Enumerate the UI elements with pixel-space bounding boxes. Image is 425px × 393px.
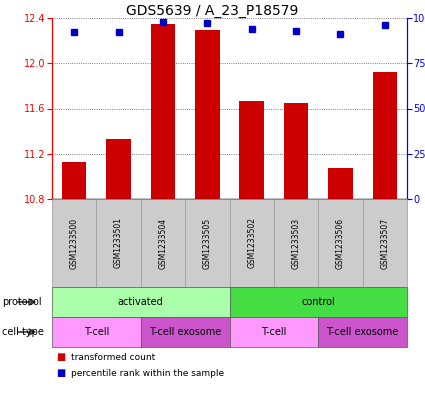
Text: GSM1233506: GSM1233506 [336, 217, 345, 268]
Text: transformed count: transformed count [71, 353, 156, 362]
Bar [284, 103, 308, 199]
Text: T-cell: T-cell [84, 327, 109, 337]
Text: T-cell exosome: T-cell exosome [326, 327, 399, 337]
Text: activated: activated [118, 297, 164, 307]
Text: control: control [301, 297, 335, 307]
Text: GSM1233504: GSM1233504 [159, 217, 167, 268]
Bar [62, 162, 86, 199]
Text: GDS5639 / A_23_P18579: GDS5639 / A_23_P18579 [126, 4, 299, 18]
Bar [328, 169, 353, 199]
Text: GSM1233507: GSM1233507 [380, 217, 389, 268]
Bar [373, 72, 397, 199]
Text: cell type: cell type [2, 327, 44, 337]
Text: GSM1233502: GSM1233502 [247, 217, 256, 268]
Text: GSM1233500: GSM1233500 [70, 217, 79, 268]
Bar [106, 139, 131, 199]
Text: GSM1233505: GSM1233505 [203, 217, 212, 268]
Text: ■: ■ [56, 352, 65, 362]
Text: T-cell: T-cell [261, 327, 286, 337]
Text: T-cell exosome: T-cell exosome [149, 327, 221, 337]
Text: protocol: protocol [2, 297, 42, 307]
Bar [151, 24, 175, 199]
Text: percentile rank within the sample: percentile rank within the sample [71, 369, 224, 378]
Text: GSM1233501: GSM1233501 [114, 217, 123, 268]
Bar [195, 30, 220, 199]
Bar [239, 101, 264, 199]
Text: ■: ■ [56, 368, 65, 378]
Text: GSM1233503: GSM1233503 [292, 217, 300, 268]
